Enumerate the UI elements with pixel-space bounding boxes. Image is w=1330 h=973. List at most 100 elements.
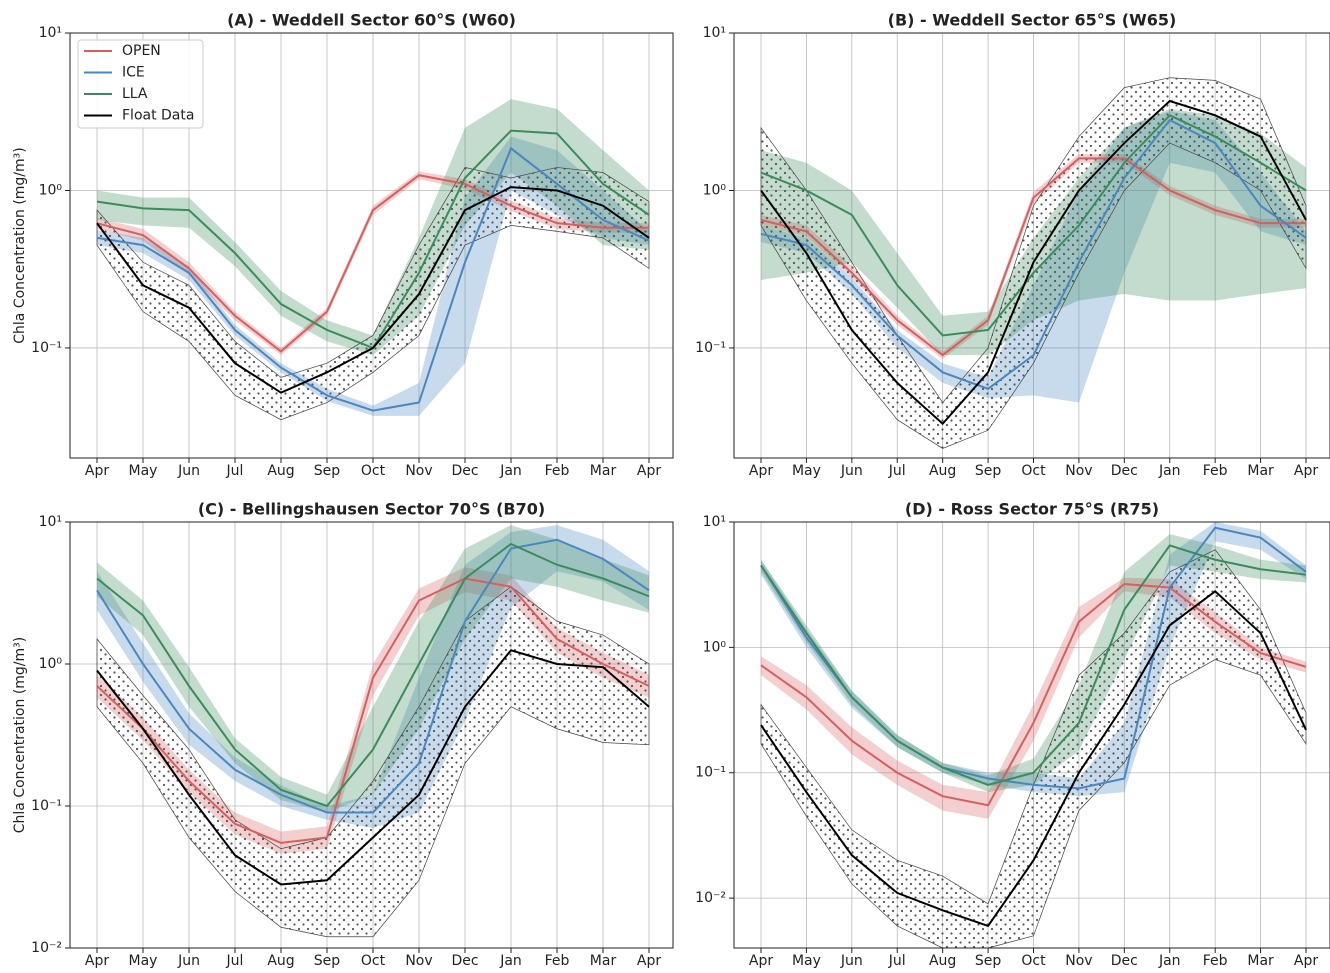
y-tick-label: 10⁻² [31, 940, 62, 956]
x-tick-label: Nov [1065, 463, 1092, 479]
series-line [96, 174, 649, 353]
y-tick-label: 10⁰ [703, 639, 727, 655]
band [761, 534, 1306, 793]
x-tick-label: Oct [361, 463, 386, 479]
y-tick-label: 10⁰ [39, 182, 63, 198]
x-tick-label: Feb [545, 953, 570, 969]
plot [96, 99, 650, 421]
x-tick-label: Jan [499, 463, 522, 479]
x-tick-label: Apr [85, 463, 109, 479]
x-tick-label: Jun [840, 953, 863, 969]
y-tick-label: 10⁰ [703, 182, 727, 198]
band [96, 167, 650, 421]
panel: 10⁻² 10⁻¹ 10⁰ 10¹ Apr May Jun Jul Aug Sep Oct Nov De… [695, 500, 1330, 969]
y-tick-label: 10⁻¹ [695, 340, 726, 356]
y-axis-label: Chla Concentration (mg/m³) [12, 147, 28, 343]
x-tick-label: Jul [888, 463, 906, 479]
legend-label: LLA [122, 86, 148, 102]
x-tick-label: Jun [177, 463, 200, 479]
legend-label: OPEN [122, 43, 161, 59]
x-tick-label: Nov [405, 953, 432, 969]
band [761, 154, 1306, 360]
x-tick-label: Aug [929, 953, 956, 969]
x-tick-label: Nov [405, 463, 432, 479]
x-tick-label: Feb [1203, 953, 1228, 969]
x-tick-label: Apr [637, 463, 661, 479]
x-tick-label: Feb [545, 463, 570, 479]
x-tick-label: Jul [226, 953, 244, 969]
y-tick-label: 10¹ [39, 514, 62, 530]
chart-title: (B) - Weddell Sector 65°S (W65) [888, 11, 1177, 30]
x-tick-label: Jul [226, 463, 244, 479]
series-line [96, 542, 650, 808]
panel: 10⁻¹ 10⁰ 10¹ Apr May Jun Jul Aug Sep Oct Nov Dec Jan… [695, 11, 1330, 479]
x-tick-label: Jan [499, 953, 522, 969]
x-tick-label: Apr [637, 953, 661, 969]
series-line [760, 590, 1307, 928]
series-line [96, 577, 650, 844]
x-tick-label: Apr [749, 953, 773, 969]
band [760, 549, 1307, 948]
x-tick-label: Jan [1158, 953, 1181, 969]
x-tick-label: Aug [929, 463, 956, 479]
axes-frame [69, 521, 674, 949]
chart-title: (D) - Ross Sector 75°S (R75) [905, 500, 1159, 519]
y-tick-label: 10⁻² [695, 890, 726, 906]
band [97, 525, 649, 813]
band [761, 108, 1306, 356]
y-axis-label: Chla Concentration (mg/m³) [12, 637, 28, 833]
x-tick-label: Apr [1294, 463, 1318, 479]
x-tick-label: May [792, 953, 821, 969]
x-tick-label: Oct [361, 953, 386, 969]
plot [760, 522, 1307, 948]
x-tick-label: May [792, 463, 821, 479]
series-line [96, 146, 650, 412]
x-tick-label: Jul [888, 953, 906, 969]
axes-frame [69, 32, 674, 459]
x-tick-label: Apr [85, 953, 109, 969]
y-tick-label: 10¹ [39, 25, 62, 41]
x-tick-label: May [129, 953, 158, 969]
series-line [96, 538, 650, 814]
y-tick-label: 10⁻¹ [31, 340, 62, 356]
y-tick-label: 10⁻¹ [31, 798, 62, 814]
chart-title: (C) - Bellingshausen Sector 70°S (B70) [198, 500, 545, 519]
x-tick-label: Sep [314, 463, 341, 479]
x-tick-label: Apr [1294, 953, 1318, 969]
x-tick-label: Aug [267, 463, 294, 479]
x-tick-label: Jun [840, 463, 863, 479]
legend-label: Float Data [122, 108, 194, 124]
legend-box [77, 39, 204, 129]
y-tick-label: 10⁻¹ [695, 765, 726, 781]
axes-frame [733, 521, 1330, 949]
x-tick-label: May [129, 463, 158, 479]
plot [96, 525, 650, 938]
x-tick-label: Sep [314, 953, 341, 969]
x-tick-label: Apr [749, 463, 773, 479]
series-line [760, 99, 1307, 426]
series-line [760, 114, 1307, 337]
panel: 10⁻² 10⁻¹ 10⁰ 10¹ Apr May Jun Jul Aug Sep Oct Nov De… [12, 500, 674, 969]
x-tick-label: Mar [590, 463, 617, 479]
series-line [96, 649, 650, 886]
x-tick-label: Jan [1158, 463, 1181, 479]
band [97, 99, 649, 356]
x-tick-label: Oct [1021, 463, 1046, 479]
x-tick-label: Aug [267, 953, 294, 969]
x-tick-label: Mar [1247, 463, 1274, 479]
chart-title: (A) - Weddell Sector 60°S (W60) [227, 11, 516, 30]
x-tick-label: Dec [1111, 953, 1138, 969]
x-tick-label: Sep [975, 463, 1002, 479]
plot [760, 77, 1307, 449]
x-tick-label: Dec [1111, 463, 1138, 479]
band [96, 586, 650, 938]
panel: 10⁻¹ 10⁰ 10¹ Apr May Jun Jul Aug Sep Oct Nov Dec Jan… [12, 11, 674, 479]
axes-frame [733, 32, 1330, 459]
series-line [760, 544, 1307, 786]
x-tick-label: Dec [451, 953, 478, 969]
x-tick-label: Jun [177, 953, 200, 969]
x-tick-label: Oct [1021, 953, 1046, 969]
series-line [760, 118, 1307, 390]
band [97, 171, 649, 356]
